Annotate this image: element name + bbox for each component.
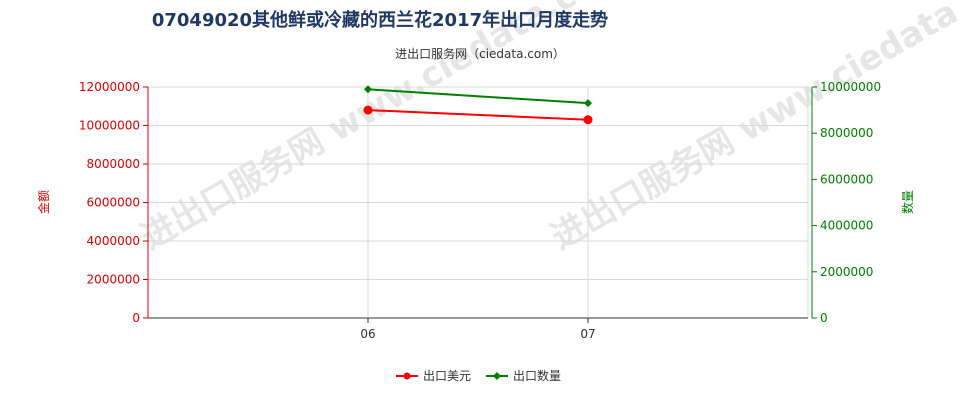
series-layer (363, 85, 593, 125)
series-line-export-usd (367, 109, 589, 121)
chart-subtitle: 进出口服务网（ciedata.com） (395, 46, 565, 61)
right-tick-label: 8000000 (820, 126, 873, 140)
right-tick-label: 6000000 (820, 172, 873, 186)
left-tick-label: 12000000 (79, 80, 140, 94)
right-axis-label: 数量 (900, 190, 915, 214)
data-point-export-quantity (584, 99, 592, 108)
x-tick-label: 06 (360, 327, 375, 341)
right-tick-label: 2000000 (820, 265, 873, 279)
data-point-export-quantity (364, 85, 372, 94)
left-tick-label: 0 (132, 311, 140, 325)
watermark-text: 进出口服务网 www.ciedata.com (545, 0, 960, 258)
legend: 出口美元 出口数量 (396, 368, 561, 383)
legend-marker-export-quantity (493, 372, 501, 380)
x-axis-ticks: 06 07 (360, 318, 596, 341)
left-tick-label: 2000000 (87, 273, 140, 287)
legend-marker-export-usd (403, 372, 411, 380)
left-tick-label: 4000000 (87, 234, 140, 248)
left-axis-ticks: 0 2000000 4000000 6000000 8000000 10000000 120… (79, 80, 148, 325)
left-tick-label: 6000000 (87, 196, 140, 210)
data-point-export-usd (583, 115, 593, 125)
legend-label-export-usd: 出口美元 (423, 369, 471, 383)
left-tick-label: 8000000 (87, 157, 140, 171)
right-tick-label: 4000000 (820, 219, 873, 233)
left-tick-label: 10000000 (79, 119, 140, 133)
legend-label-export-quantity: 出口数量 (513, 368, 561, 383)
right-tick-label: 0 (820, 311, 828, 325)
left-axis-label: 金额 (36, 190, 51, 214)
x-tick-label: 07 (580, 327, 595, 341)
right-tick-label: 10000000 (820, 80, 881, 94)
legend-item-export-usd[interactable]: 出口美元 (396, 369, 471, 383)
right-axis-ticks: 0 2000000 4000000 6000000 8000000 10000000 (812, 80, 881, 325)
data-point-export-usd (363, 105, 373, 115)
chart-title: 07049020其他鲜或冷藏的西兰花2017年出口月度走势 (152, 9, 608, 31)
legend-item-export-quantity[interactable]: 出口数量 (486, 368, 561, 383)
grid-lines (148, 86, 809, 319)
series-line-export-quantity (367, 88, 589, 105)
